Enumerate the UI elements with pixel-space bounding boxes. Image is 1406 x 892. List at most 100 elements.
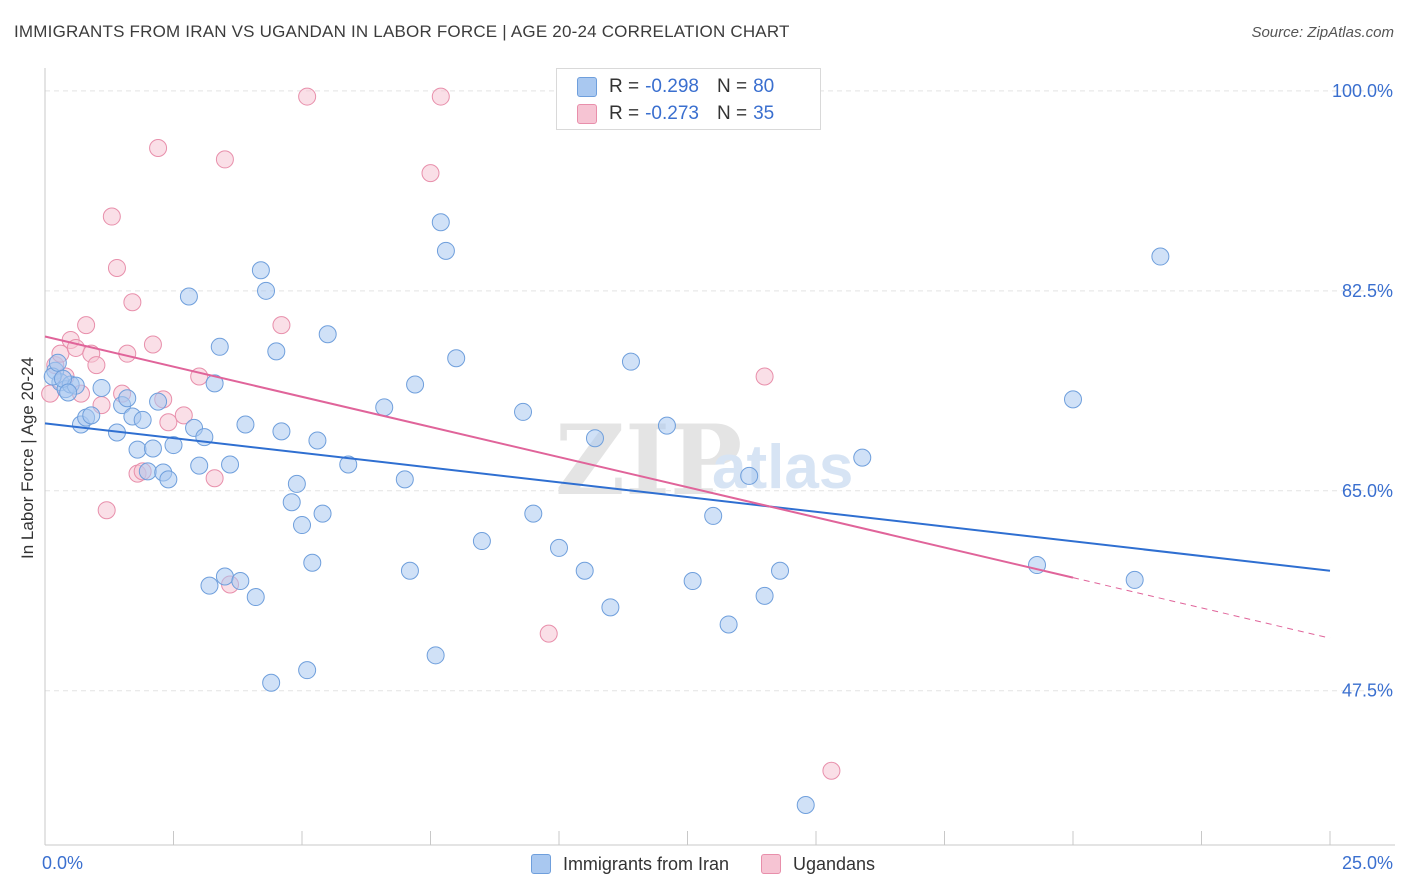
legend-n-value-ugandans: 35 (753, 103, 775, 124)
iran-point (719, 615, 738, 634)
watermark-zip: ZIP (555, 404, 742, 517)
iran-point (1064, 390, 1082, 409)
series-swatch-iran (530, 854, 551, 874)
iran-point (303, 553, 322, 572)
iran-point (740, 466, 759, 485)
legend-n-label: N = (716, 76, 748, 97)
ugandans-point (431, 87, 450, 106)
iran-point (796, 796, 815, 815)
iran-point (272, 422, 291, 441)
iran-point (771, 561, 790, 580)
iran-point (287, 474, 306, 493)
ugandans-point (298, 87, 317, 106)
iran-point (215, 567, 234, 586)
legend-r-value-iran: -0.298 (645, 76, 699, 97)
iran-point (447, 349, 466, 368)
iran-point (128, 440, 147, 459)
iran-point (82, 406, 101, 425)
legend-n-label: N = (716, 103, 748, 124)
iran-point (118, 389, 137, 408)
iran-point (472, 532, 491, 551)
iran-point (426, 646, 445, 665)
ugandans-point (755, 367, 774, 386)
iran-point (236, 415, 255, 434)
iran-trend-line (44, 422, 1331, 572)
ugandans-point (272, 316, 291, 335)
ugandans-point (539, 624, 558, 643)
iran-point (190, 456, 209, 475)
series-swatch-ugandans (760, 854, 781, 874)
ugandans-point (822, 761, 841, 780)
iran-point (92, 378, 111, 397)
trend-lines (44, 335, 1331, 639)
chart-source: Source: ZipAtlas.com (1251, 24, 1394, 41)
iran-point (436, 241, 455, 260)
gridlines (45, 90, 1395, 692)
chart-title: IMMIGRANTS FROM IRAN VS UGANDAN IN LABOR… (14, 22, 790, 41)
ugandans-point (102, 207, 121, 226)
iran-point (138, 462, 157, 481)
ugandans-point (123, 293, 142, 312)
iran-points (43, 213, 1170, 815)
tick-labels: 47.5% 65.0% 82.5% 100.0% 0.0% 25.0% (42, 81, 1393, 873)
iran-point (621, 352, 640, 371)
legend-n-value-iran: 80 (753, 76, 775, 97)
y-tick-label: 100.0% (1332, 81, 1393, 101)
correlation-legend: R = -0.298 N = 80 R = -0.273 N = 35 (556, 68, 821, 130)
iran-point (251, 261, 270, 280)
iran-point (575, 561, 594, 580)
legend-r-value-ugandans: -0.273 (645, 103, 699, 124)
ugandans-point (149, 138, 168, 157)
iran-point (267, 342, 286, 361)
iran-point (143, 439, 162, 458)
iran-point (400, 561, 419, 580)
iran-point (200, 576, 219, 595)
iran-point (221, 455, 240, 474)
iran-point (585, 429, 604, 448)
x-tick-label: 25.0% (1342, 853, 1393, 873)
legend-r-label: R = (609, 76, 640, 97)
iran-point (313, 504, 332, 523)
iran-point (231, 572, 250, 591)
series-legend: Immigrants from Iran Ugandans (0, 850, 1406, 878)
iran-point (262, 673, 281, 692)
ugandans-trend-line (44, 335, 1074, 579)
iran-point (601, 598, 620, 617)
iran-point (298, 661, 317, 680)
iran-point (395, 470, 414, 489)
iran-point (524, 504, 543, 523)
iran-point (48, 353, 67, 372)
y-tick-label: 65.0% (1342, 481, 1393, 501)
axes (44, 68, 1395, 846)
legend-r-label: R = (609, 103, 640, 124)
y-tick-label: 82.5% (1342, 281, 1393, 301)
iran-point (339, 455, 358, 474)
series-legend-ugandans[interactable]: Ugandans (760, 854, 875, 875)
iran-point (133, 410, 152, 429)
iran-point (318, 325, 337, 344)
iran-point (210, 337, 229, 356)
iran-point (406, 375, 425, 394)
iran-point (514, 402, 533, 421)
iran-point (853, 448, 872, 467)
iran-point (1151, 247, 1170, 266)
legend-swatch-ugandans (577, 104, 597, 124)
ugandans-point (143, 335, 162, 354)
series-legend-iran[interactable]: Immigrants from Iran (530, 854, 729, 875)
iran-point (657, 416, 676, 435)
iran-point (159, 470, 178, 489)
iran-point (293, 516, 311, 535)
iran-point (704, 506, 723, 525)
ugandans-point (205, 469, 224, 488)
y-tick-label: 47.5% (1342, 681, 1393, 701)
iran-point (683, 572, 702, 591)
ugandans-point (97, 501, 116, 520)
iran-point (282, 493, 301, 512)
iran-point (179, 287, 198, 306)
x-tick-label: 0.0% (42, 853, 83, 873)
ugandans-point (174, 406, 193, 425)
ugandans-point (159, 413, 178, 432)
iran-point (375, 398, 394, 417)
iran-point (257, 281, 276, 300)
